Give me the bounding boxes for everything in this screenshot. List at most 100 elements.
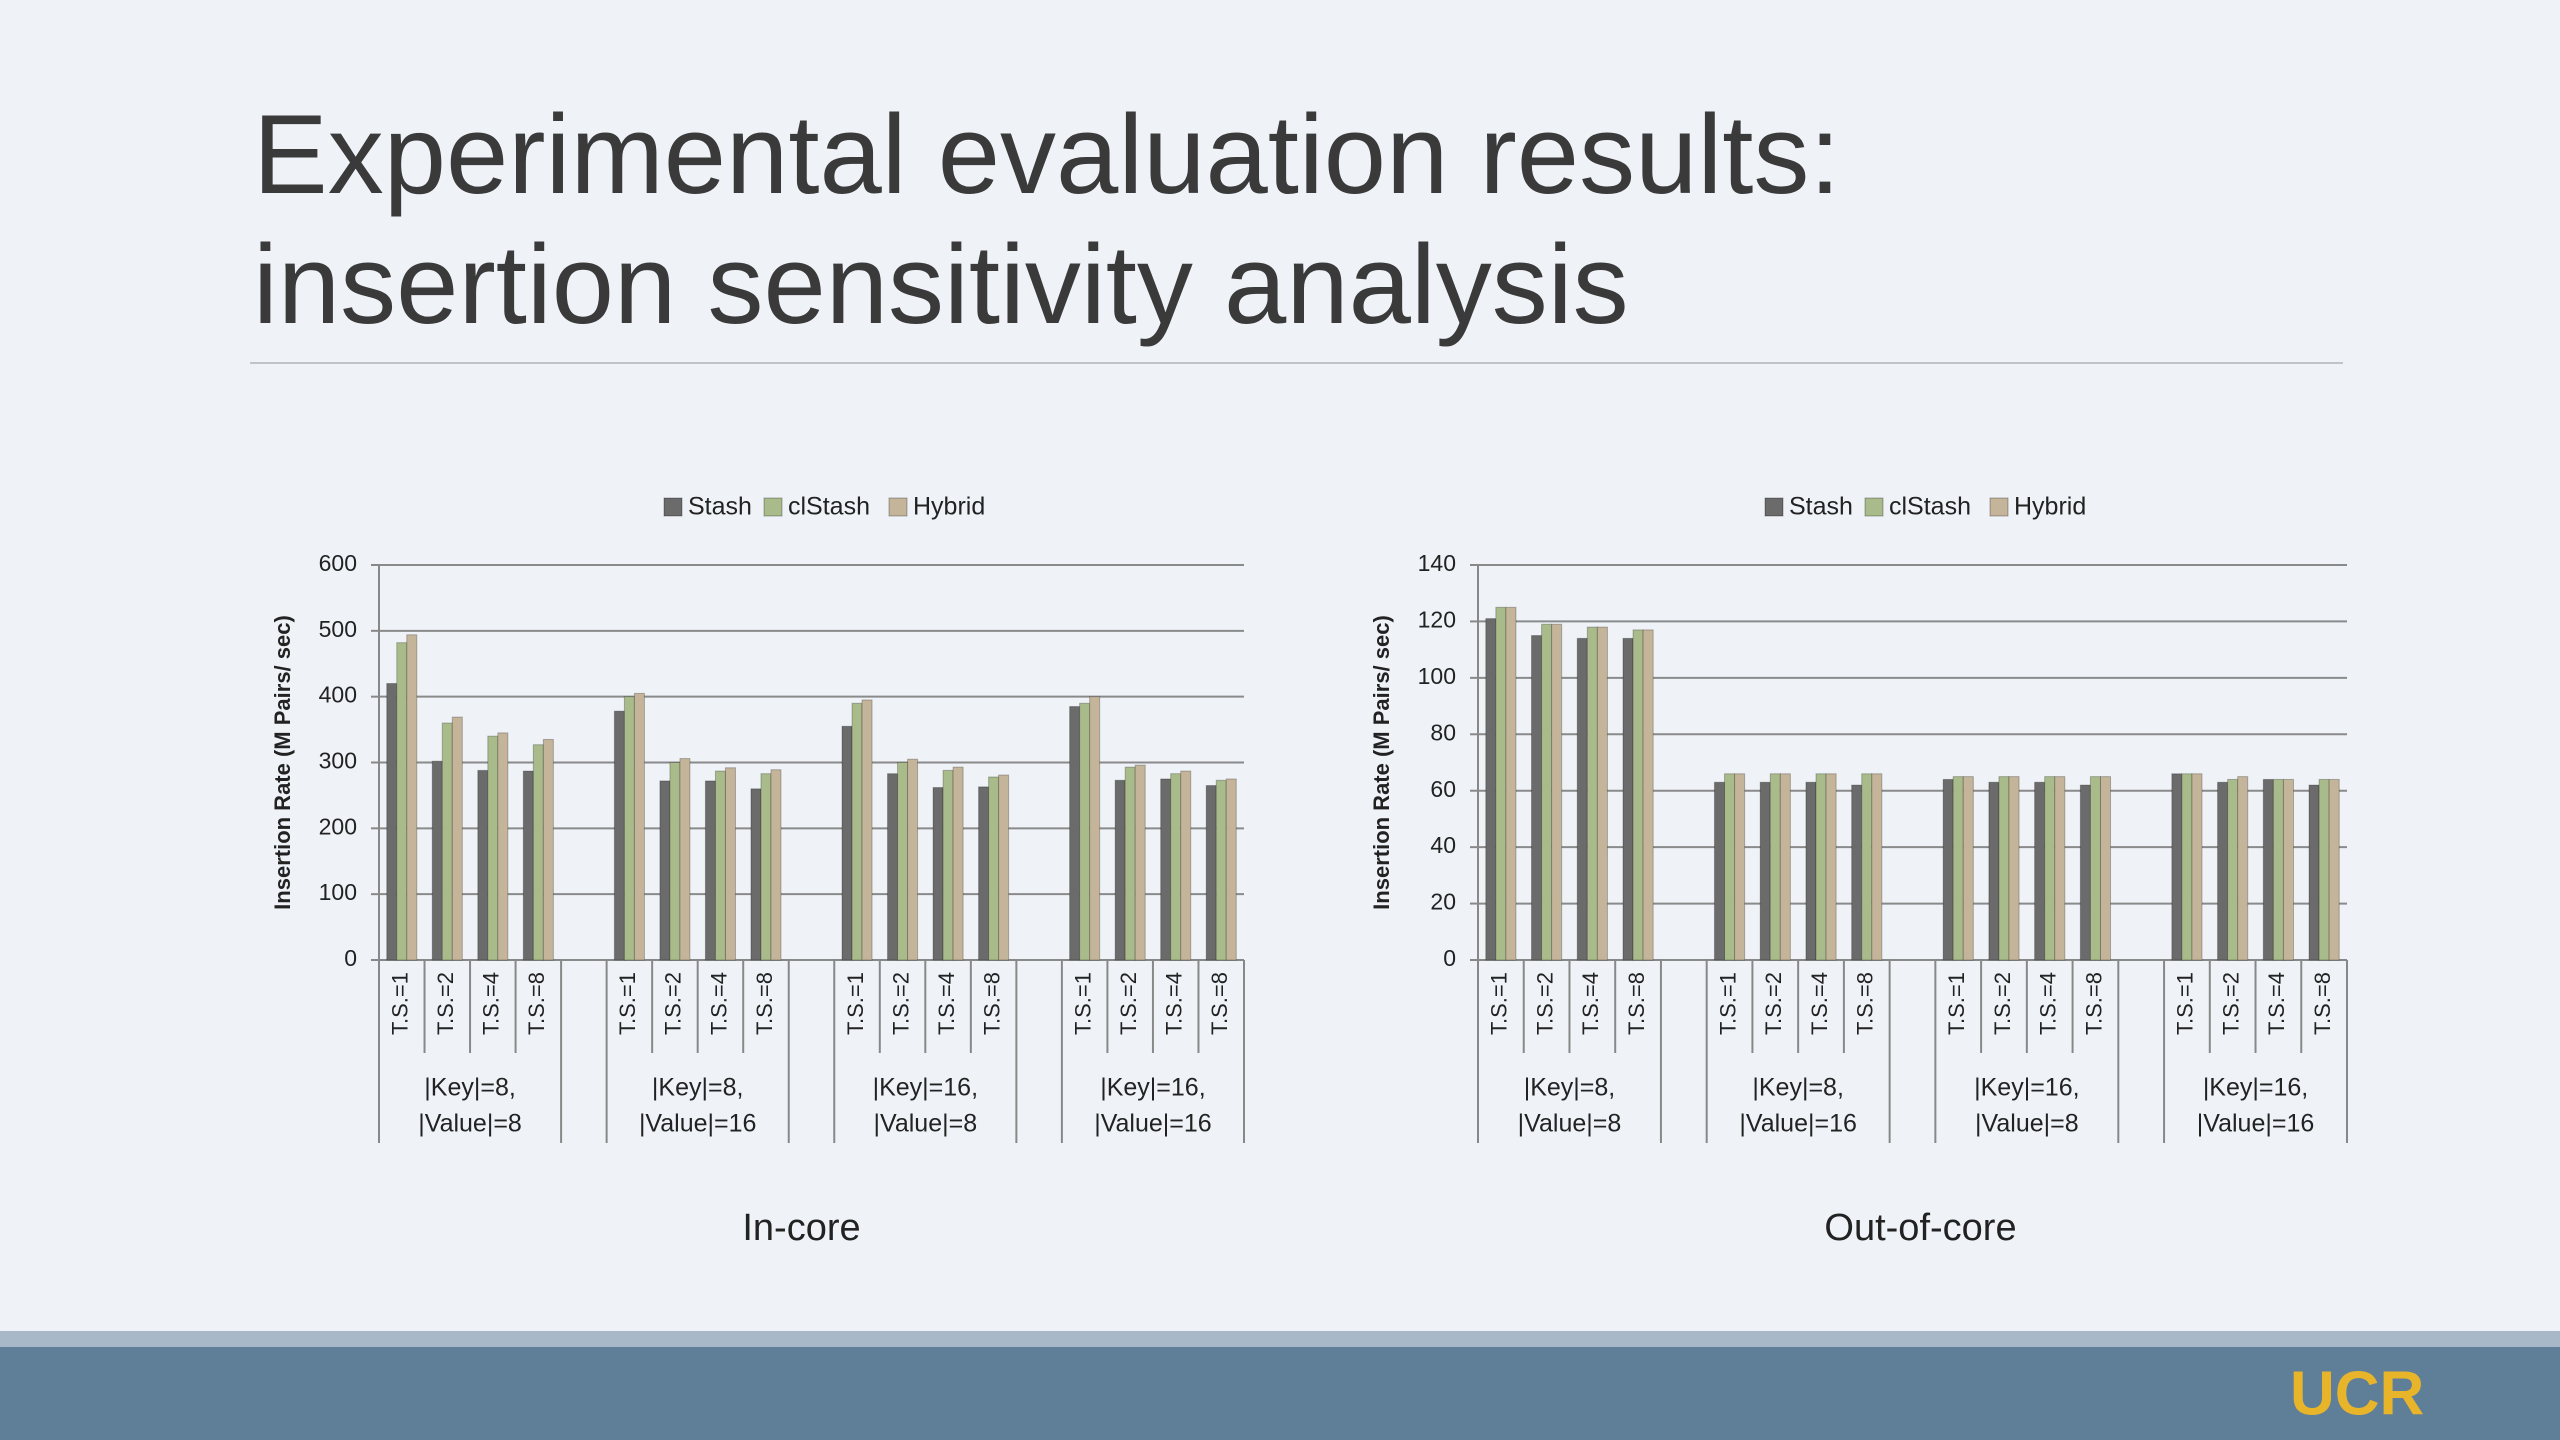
legend-label: Stash <box>688 493 752 521</box>
bar <box>1988 781 2000 961</box>
x-tick-label: T.S.=4 <box>2264 972 2289 1035</box>
bar <box>1180 770 1192 961</box>
bar <box>1622 637 1634 961</box>
footer-band <box>0 1347 2560 1440</box>
bar <box>487 735 499 961</box>
bar <box>1952 776 1964 961</box>
bar <box>2089 776 2101 961</box>
legend-swatch <box>763 497 783 517</box>
bar <box>623 696 635 961</box>
y-tick-label: 100 <box>319 879 357 905</box>
bar <box>669 762 681 961</box>
legend-swatch <box>1989 497 2009 517</box>
legend-label: Stash <box>1789 493 1853 521</box>
bar <box>2262 778 2274 961</box>
bar <box>1724 773 1736 961</box>
x-tick-label: T.S.=4 <box>479 972 504 1035</box>
x-tick-label: T.S.=4 <box>2036 972 2061 1035</box>
bar <box>1495 606 1507 961</box>
x-tick-label: T.S.=4 <box>706 972 731 1035</box>
y-axis-label: Insertion Rate (M Pairs/ sec) <box>270 615 295 910</box>
bar <box>2171 773 2183 961</box>
bar <box>1079 702 1091 961</box>
bar <box>613 710 625 961</box>
bar <box>659 780 671 961</box>
y-tick-label: 300 <box>319 748 357 774</box>
bar <box>1713 781 1726 961</box>
group-label: |Key|=8, <box>424 1074 516 1102</box>
bar <box>724 767 736 961</box>
bar <box>1779 773 1791 961</box>
y-tick-label: 0 <box>1443 945 1456 971</box>
legend-label: Hybrid <box>2014 493 2086 521</box>
bar <box>1505 606 1517 961</box>
bar <box>1962 776 1974 961</box>
bar <box>441 722 453 961</box>
x-tick-label: T.S.=8 <box>752 972 777 1035</box>
legend-swatch <box>1764 497 1784 517</box>
y-tick-label: 80 <box>1430 719 1456 745</box>
y-tick-label: 600 <box>319 550 357 576</box>
bar <box>406 634 418 961</box>
bar <box>988 776 1000 961</box>
bar <box>2191 773 2203 961</box>
bar <box>1942 778 1954 961</box>
bar <box>431 760 443 961</box>
bar <box>2181 773 2193 961</box>
bar <box>1861 773 1873 961</box>
legend-label: clStash <box>1889 493 1971 521</box>
bar <box>861 699 873 961</box>
bar <box>770 769 782 961</box>
x-tick-label: T.S.=1 <box>615 972 640 1035</box>
bar <box>760 773 772 961</box>
x-tick-label: T.S.=8 <box>2310 972 2335 1035</box>
chart-caption: Out-of-core <box>1824 1207 2016 1249</box>
group-label: |Value|=16 <box>2197 1110 2314 1138</box>
bar <box>851 702 863 961</box>
bar <box>2227 778 2239 961</box>
bar <box>2054 776 2066 961</box>
bar <box>714 770 726 961</box>
y-tick-label: 100 <box>1418 663 1456 689</box>
bar <box>451 716 463 961</box>
bar <box>1998 776 2010 961</box>
bar <box>1851 784 1863 961</box>
bar <box>1805 781 1817 961</box>
y-tick-label: 40 <box>1430 832 1456 858</box>
group-label: |Key|=8, <box>652 1074 744 1102</box>
footer-stripe <box>0 1331 2560 1347</box>
x-tick-label: T.S.=8 <box>1624 972 1649 1035</box>
bar <box>1205 785 1217 961</box>
x-tick-label: T.S.=2 <box>2218 972 2243 1035</box>
group-label: |Key|=16, <box>2203 1074 2308 1102</box>
bar <box>477 769 489 961</box>
bar <box>1114 779 1126 961</box>
bar <box>952 766 964 961</box>
bar <box>532 744 544 961</box>
bar <box>1089 696 1101 961</box>
group-label: |Value|=16 <box>639 1110 756 1138</box>
bar <box>1596 626 1608 961</box>
x-tick-label: T.S.=8 <box>1207 972 1232 1035</box>
bar <box>1586 626 1598 961</box>
bar <box>2318 778 2330 961</box>
bar <box>1576 637 1588 961</box>
bar <box>1531 635 1543 961</box>
slide-title: insertion sensitivity analysis <box>253 222 1629 347</box>
chart-caption: In-core <box>742 1207 860 1249</box>
bar <box>1632 629 1644 961</box>
bar <box>1541 623 1553 961</box>
bar <box>1170 773 1182 961</box>
y-tick-label: 0 <box>344 945 357 971</box>
group-label: |Value|=8 <box>874 1110 978 1138</box>
x-tick-label: T.S.=2 <box>433 972 458 1035</box>
slide-title: Experimental evaluation results: <box>253 92 1840 217</box>
bar <box>1551 623 1563 961</box>
bar <box>1825 773 1837 961</box>
bar <box>1215 779 1227 961</box>
x-tick-label: T.S.=2 <box>1990 972 2015 1035</box>
x-tick-label: T.S.=1 <box>1487 972 1512 1035</box>
bar <box>679 758 691 961</box>
bar <box>1734 773 1746 961</box>
bar <box>2282 778 2294 961</box>
